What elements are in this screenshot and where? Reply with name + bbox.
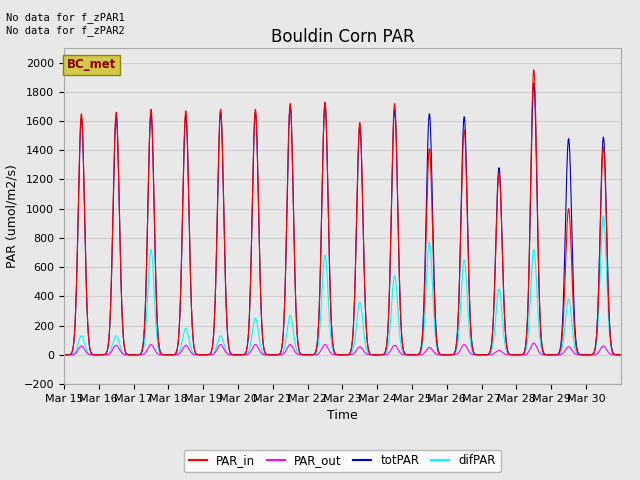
totPAR xyxy=(537,331,545,337)
Text: No data for f_zPAR2: No data for f_zPAR2 xyxy=(6,25,125,36)
difPAR xyxy=(495,286,503,292)
Legend: PAR_in, PAR_out, totPAR, difPAR: PAR_in, PAR_out, totPAR, difPAR xyxy=(184,450,500,472)
PAR_in xyxy=(523,334,531,340)
Line: PAR_in: PAR_in xyxy=(64,70,621,355)
totPAR xyxy=(530,80,538,86)
difPAR xyxy=(363,348,371,354)
totPAR xyxy=(523,335,531,341)
PAR_out xyxy=(617,352,625,358)
totPAR xyxy=(617,352,625,358)
PAR_in xyxy=(60,352,68,358)
totPAR xyxy=(363,336,371,341)
PAR_out xyxy=(495,348,503,353)
Title: Bouldin Corn PAR: Bouldin Corn PAR xyxy=(271,28,414,47)
PAR_in xyxy=(175,321,183,327)
Line: difPAR: difPAR xyxy=(64,216,621,355)
PAR_out xyxy=(363,351,371,357)
PAR_out xyxy=(523,351,531,357)
totPAR xyxy=(60,352,68,358)
Line: totPAR: totPAR xyxy=(64,83,621,355)
PAR_out xyxy=(537,351,545,357)
PAR_in xyxy=(363,336,371,341)
difPAR xyxy=(523,346,531,351)
difPAR xyxy=(175,348,183,354)
totPAR xyxy=(393,162,401,168)
PAR_out xyxy=(60,352,68,358)
X-axis label: Time: Time xyxy=(327,409,358,422)
PAR_out xyxy=(530,340,538,346)
Line: PAR_out: PAR_out xyxy=(64,343,621,355)
PAR_out xyxy=(393,345,401,350)
difPAR xyxy=(60,352,68,358)
Y-axis label: PAR (umol/m2/s): PAR (umol/m2/s) xyxy=(5,164,18,268)
PAR_in xyxy=(530,67,538,73)
difPAR xyxy=(393,291,401,297)
PAR_in xyxy=(495,171,503,177)
difPAR xyxy=(600,213,607,219)
totPAR xyxy=(495,165,503,171)
PAR_in xyxy=(537,330,545,336)
PAR_in xyxy=(393,157,401,163)
Text: BC_met: BC_met xyxy=(67,58,116,71)
Text: No data for f_zPAR1: No data for f_zPAR1 xyxy=(6,12,125,23)
totPAR xyxy=(175,322,183,327)
PAR_in xyxy=(617,352,625,358)
difPAR xyxy=(537,343,545,349)
difPAR xyxy=(617,352,625,358)
PAR_out xyxy=(175,351,183,357)
